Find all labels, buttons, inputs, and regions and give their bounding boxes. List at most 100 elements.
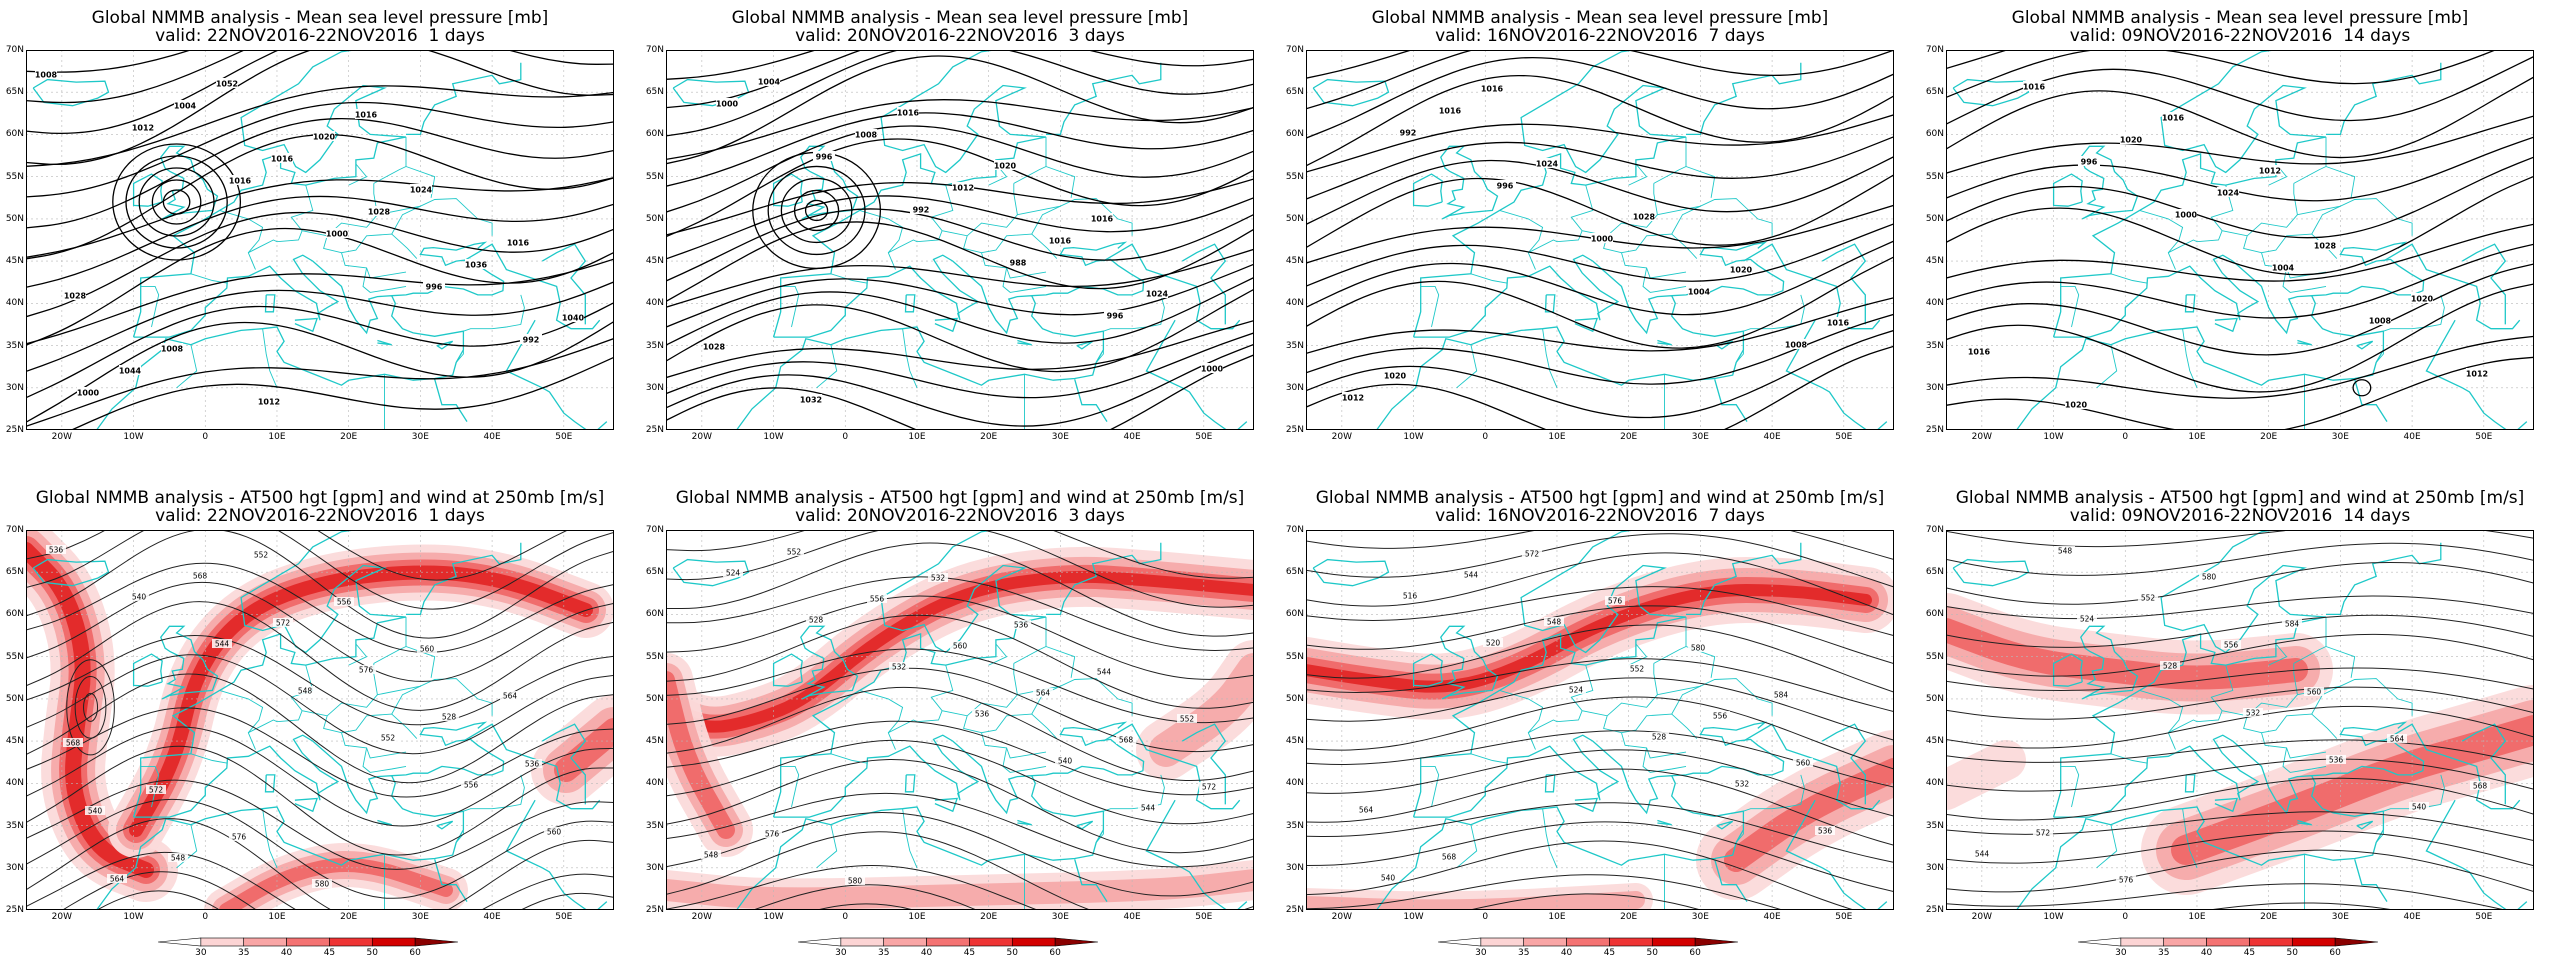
contour-label-bg [1732, 779, 1752, 788]
wind-shading [666, 671, 735, 839]
colorbar-tick: 45 [2243, 948, 2256, 958]
height-contour [2205, 902, 2397, 910]
isobar-label-bg [1384, 370, 1406, 380]
coastline [1046, 62, 1162, 136]
height-contour [1946, 739, 2534, 766]
isobar-label: 996 [1497, 182, 1514, 191]
coastline [800, 625, 859, 700]
coastline [2214, 317, 2239, 333]
map-canvas: 524 528 532 536 540 544 548 552 556 560 564 568 572 5… [666, 530, 1254, 910]
contour-label-bg [2282, 619, 2302, 628]
coastline [95, 254, 465, 430]
colorbar-swatch [1480, 937, 1525, 947]
lon-label: 40E [483, 912, 501, 922]
contour-label-bg [972, 709, 992, 718]
country-border [1603, 233, 1698, 259]
map-panel: Global NMMB analysis - AT500 hgt [gpm] a… [640, 480, 1280, 960]
coastline [463, 243, 601, 330]
colorbar-swatch [798, 937, 842, 947]
coastlines [1312, 50, 1888, 430]
height-contour [26, 851, 614, 910]
lat-label: 25N [1925, 425, 1944, 435]
map-frame [26, 530, 614, 910]
country-border [816, 824, 838, 869]
isobar [1306, 345, 1894, 430]
height-contour [666, 812, 1254, 897]
colorbar [2078, 937, 2379, 947]
contour-label-bg [212, 639, 232, 648]
height-contour [1946, 705, 2534, 749]
isobar-label-bg [952, 182, 974, 192]
coastline [1412, 530, 1701, 818]
contour-label-bg [1199, 782, 1219, 791]
map-panel: Global NMMB analysis - AT500 hgt [gpm] a… [0, 480, 640, 960]
contour-label: 560 [420, 645, 435, 654]
height-contour [666, 831, 1254, 910]
isobar [26, 227, 614, 346]
graticule [1946, 50, 2534, 430]
isobar [26, 133, 614, 260]
contour-label-bg [1356, 805, 1376, 814]
lon-label: 0 [1482, 912, 1489, 922]
height-contour [74, 676, 107, 739]
coastline [1017, 339, 1032, 346]
isobar [1946, 243, 2534, 319]
map-panel: Global NMMB analysis - Mean sea level pr… [0, 0, 640, 480]
isobar-label: 1028 [64, 292, 87, 301]
lat-label: 60N [5, 609, 24, 620]
coastline [2015, 734, 2385, 910]
country-border [2426, 294, 2445, 328]
isobar [112, 143, 242, 261]
coastline [2461, 243, 2507, 325]
contour-label: 544 [1464, 571, 1479, 580]
isobar-label-bg [368, 206, 390, 216]
lon-label: 20W [691, 912, 713, 922]
contour-label: 540 [1058, 757, 1073, 766]
country-border [859, 209, 904, 270]
country-border [1671, 685, 1701, 715]
panel-valid-date: valid: 22NOV2016-22NOV2016 1 days [155, 26, 485, 46]
country-border [1095, 345, 1104, 363]
coastline [1145, 319, 1248, 430]
contour-label-bg [1483, 638, 1503, 647]
wind-shading [554, 718, 614, 782]
country-border [1653, 617, 1687, 664]
lon-label: 40E [1763, 912, 1781, 922]
contour-label: 548 [298, 687, 313, 696]
map-canvas: 1000 996 992 988 996 1000 1004 1008 1012 1016 1024… [666, 50, 1254, 430]
height-contour [1306, 749, 1894, 817]
country-border [1031, 205, 1061, 235]
contour-label-bg [1688, 643, 1708, 652]
height-contour [1946, 849, 2534, 893]
height-contour [66, 659, 115, 756]
coastline [1181, 723, 1227, 805]
lon-label: 30E [1691, 912, 1709, 922]
height-contour [1306, 821, 1894, 893]
isobar-label: 996 [1107, 312, 1124, 321]
isobar [1306, 256, 1894, 349]
isobar-label: 1016 [1091, 215, 1114, 224]
isobar-label-bg [77, 387, 99, 397]
lon-label: 50E [1835, 432, 1853, 442]
height-contour [26, 745, 614, 856]
country-border [1456, 824, 1478, 869]
contour-label-bg [417, 644, 437, 653]
coastline [32, 558, 110, 587]
coastline [436, 820, 454, 830]
country-border [1045, 646, 1076, 678]
lat-label: 65N [1285, 567, 1304, 578]
lat-label: 55N [5, 171, 24, 182]
coastline [934, 797, 959, 813]
contour-label-bg [1461, 570, 1481, 579]
country-border [902, 808, 918, 868]
isobar-label-bg [35, 69, 57, 79]
contour-label: 560 [547, 828, 562, 837]
country-border [1628, 643, 1648, 666]
isobar-label-bg [216, 78, 238, 88]
isobar-label: 1024 [410, 186, 433, 195]
colorbar-swatch [1694, 937, 1739, 947]
isobar [2352, 379, 2372, 397]
lat-label: 65N [1925, 567, 1944, 578]
colorbar-tick: 35 [877, 948, 890, 958]
country-border [373, 617, 407, 664]
